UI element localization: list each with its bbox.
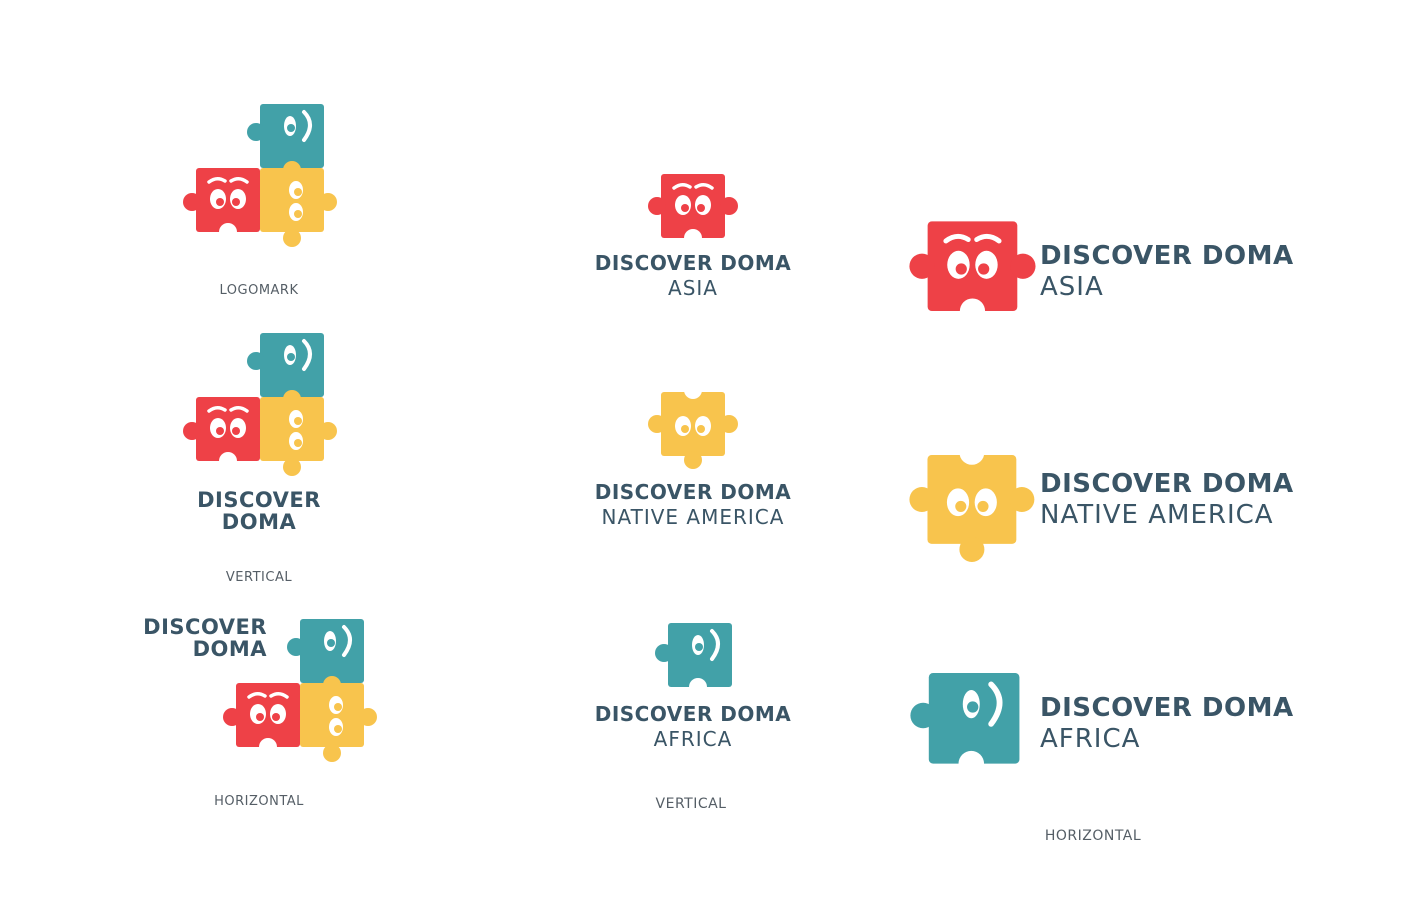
middle-vertical-caption: VERTICAL	[655, 796, 727, 812]
horizontal-logomark-icon	[221, 617, 379, 764]
horizontal-wordmark: DISCOVER DOMA	[140, 616, 267, 660]
africa-horizontal-wordmark: DISCOVER DOMA AFRICA	[1040, 693, 1294, 755]
yellow-puzzle-piece-icon	[909, 439, 1035, 562]
wordmark-region: ASIA	[1040, 272, 1104, 302]
asia-vertical-wordmark: DISCOVER DOMA ASIA	[595, 251, 792, 301]
wordmark-region: NATIVE AMERICA	[1040, 500, 1274, 530]
africa-vertical-wordmark: DISCOVER DOMA AFRICA	[595, 702, 792, 752]
wordmark-region: NATIVE AMERICA	[601, 505, 785, 529]
red-puzzle-piece-icon	[911, 219, 1031, 314]
wordmark-discover: DISCOVER	[197, 488, 321, 512]
wordmark-brand: DISCOVER DOMA	[1040, 469, 1294, 499]
logomark-icon	[181, 102, 339, 249]
wordmark-doma: DOMA	[221, 510, 297, 534]
vertical-caption: VERTICAL	[225, 570, 293, 585]
wordmark-doma: DOMA	[192, 637, 267, 661]
wordmark-region: ASIA	[668, 276, 718, 300]
red-puzzle-piece-icon	[646, 172, 740, 249]
native-america-vertical-wordmark: DISCOVER DOMA NATIVE AMERICA	[595, 480, 792, 530]
native-america-horizontal-wordmark: DISCOVER DOMA NATIVE AMERICA	[1040, 469, 1294, 531]
horizontal-caption: HORIZONTAL	[214, 794, 304, 809]
wordmark-brand: DISCOVER DOMA	[594, 480, 792, 504]
right-horizontal-caption: HORIZONTAL	[1044, 828, 1142, 844]
teal-puzzle-piece-icon	[653, 621, 734, 698]
wordmark-brand: DISCOVER DOMA	[594, 251, 792, 275]
asia-horizontal-wordmark: DISCOVER DOMA ASIA	[1040, 241, 1294, 303]
wordmark-region: AFRICA	[1040, 724, 1141, 754]
vertical-wordmark: DISCOVER DOMA	[197, 489, 321, 533]
teal-puzzle-piece-icon	[912, 673, 1022, 763]
logomark-caption: LOGOMARK	[219, 283, 299, 298]
wordmark-brand: DISCOVER DOMA	[594, 702, 792, 726]
wordmark-discover: DISCOVER	[143, 615, 267, 639]
vertical-logomark-icon	[181, 331, 339, 478]
yellow-puzzle-piece-icon	[648, 381, 738, 469]
wordmark-region: AFRICA	[653, 727, 733, 751]
wordmark-brand: DISCOVER DOMA	[1040, 693, 1294, 723]
wordmark-brand: DISCOVER DOMA	[1040, 241, 1294, 271]
